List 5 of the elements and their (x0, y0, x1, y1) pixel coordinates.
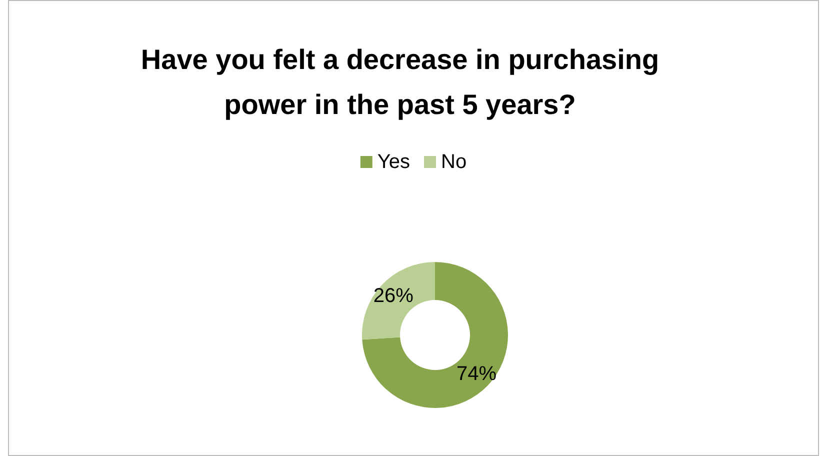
legend-label: No (441, 151, 467, 173)
chart-title: Have you felt a decrease in purchasing power in the past 5 years? (140, 44, 660, 120)
legend-label: Yes (377, 151, 410, 173)
data-label: 26% (373, 284, 414, 307)
data-label: 74% (456, 363, 497, 386)
